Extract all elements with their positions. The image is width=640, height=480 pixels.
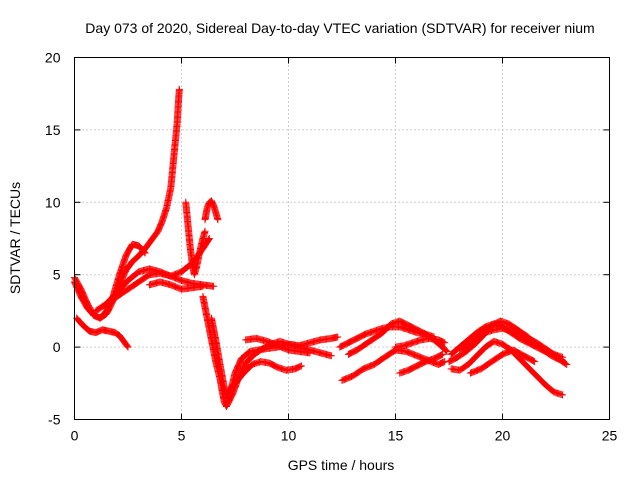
y-tick-label: 10 <box>45 194 61 210</box>
series-track-11 <box>225 358 305 395</box>
y-axis-title: SDTVAR / TECUs <box>7 182 23 294</box>
data-marks <box>71 85 571 410</box>
data-point <box>140 247 148 255</box>
data-point <box>201 227 209 235</box>
y-tick-label: 20 <box>45 50 61 66</box>
data-point <box>175 85 183 93</box>
data-point <box>141 249 149 257</box>
x-tick-label: 20 <box>495 428 511 444</box>
y-tick-label: 5 <box>53 267 61 283</box>
data-point <box>441 339 449 347</box>
chart-title: Day 073 of 2020, Sidereal Day-to-day VTE… <box>85 20 594 36</box>
x-tick-label: 10 <box>281 428 297 444</box>
data-point <box>306 349 314 357</box>
axis-ticks: 0 5 10 15 20 25 -5 0 5 10 15 20 <box>45 50 618 444</box>
series-track-7 <box>182 198 209 279</box>
series-track-10 <box>207 314 335 406</box>
grid-lines <box>74 57 610 420</box>
data-point <box>124 343 132 351</box>
data-point <box>140 248 148 256</box>
data-point <box>297 362 305 370</box>
data-point <box>199 282 207 290</box>
data-point <box>334 333 342 341</box>
plot-frame <box>74 57 610 420</box>
data-point <box>562 360 570 368</box>
series-track-6 <box>145 278 207 293</box>
data-point <box>438 351 446 359</box>
data-point <box>563 360 571 368</box>
x-tick-label: 15 <box>388 428 404 444</box>
y-tick-label: 0 <box>53 339 61 355</box>
data-point <box>557 355 565 363</box>
data-point <box>531 358 539 366</box>
x-tick-label: 25 <box>602 428 618 444</box>
data-point <box>210 282 218 290</box>
data-point <box>442 347 450 355</box>
data-point <box>439 350 447 358</box>
data-point <box>558 356 566 364</box>
data-point <box>205 236 213 244</box>
data-point <box>214 216 222 224</box>
y-tick-label: -5 <box>48 412 61 428</box>
series-track-15 <box>344 317 451 358</box>
series-track-17 <box>396 350 447 377</box>
data-point <box>443 347 451 355</box>
data-point <box>530 357 538 365</box>
data-point <box>558 391 566 399</box>
series-track-21 <box>456 324 566 364</box>
series-track-5 <box>103 265 218 308</box>
y-tick-label: 15 <box>45 122 61 138</box>
series-track-8 <box>201 197 222 224</box>
series-track-20 <box>447 337 566 399</box>
x-tick-label: 5 <box>178 428 186 444</box>
data-point <box>327 352 335 360</box>
data-point <box>205 235 213 242</box>
series-track-22 <box>466 346 539 377</box>
x-tick-label: 0 <box>71 428 79 444</box>
x-axis-title: GPS time / hours <box>288 457 395 473</box>
data-point <box>123 342 131 350</box>
data-point <box>441 346 449 354</box>
series-track-12 <box>242 334 314 357</box>
series-track-16 <box>392 334 449 351</box>
